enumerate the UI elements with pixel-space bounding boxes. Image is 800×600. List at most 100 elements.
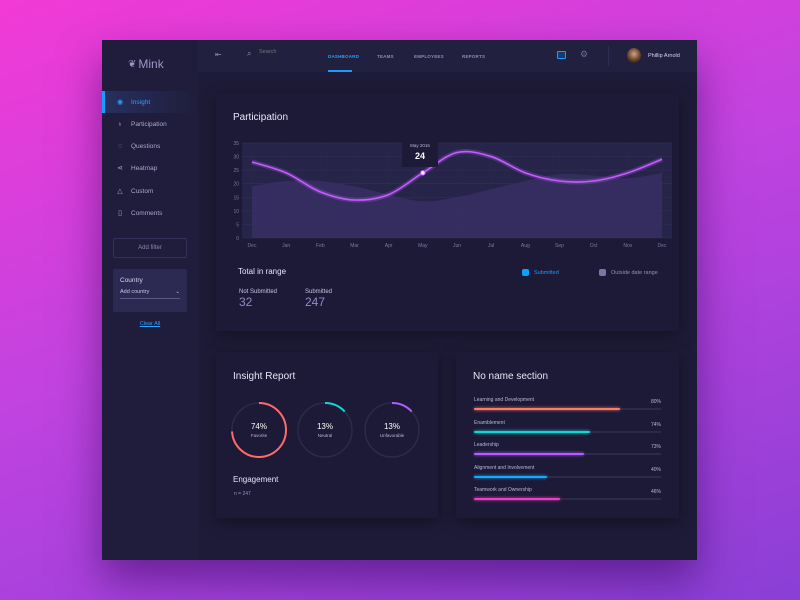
stat-label: Submitted [305, 289, 333, 295]
sidebar-item-heatmap[interactable]: ⋖ Heatmap [102, 157, 198, 179]
label: Custom [131, 187, 154, 195]
y-tick-label: 20 [233, 182, 239, 188]
chevron-down-icon: ⌄ [175, 289, 180, 295]
stat-submitted: Submitted 247 [305, 289, 332, 309]
x-tick-label: Jun [453, 243, 461, 249]
paperclip-icon: ▯ [118, 210, 122, 217]
label: Insight [131, 98, 151, 106]
card-title: Insight Report [233, 371, 296, 382]
bar-label: Learning and Development [474, 397, 535, 403]
avatar[interactable] [627, 48, 641, 63]
legend-label: Outside date range [611, 269, 658, 276]
donut-value: 74% [250, 422, 267, 431]
donut-favorite: 74% Favorite [231, 422, 287, 438]
bar-label: Teamwork and Ownership [474, 487, 532, 493]
chart-tooltip: May 2016 24 [402, 140, 438, 167]
y-tick-label: 5 [236, 222, 239, 228]
divider [608, 46, 609, 66]
x-tick-label: Dec [658, 243, 667, 249]
x-tick-label: Mar [350, 243, 359, 249]
bar-label: Enamblement [474, 419, 505, 426]
tab-teams[interactable]: TEAMS [377, 54, 394, 59]
stat-not-submitted: Not Submitted 32 [239, 289, 277, 309]
sidebar: ❦ Mink ◉ Insight ♁ Participation ◌ Questions… [102, 40, 198, 560]
no-name-section-card: No name section Learning and Development… [456, 352, 679, 518]
total-in-range-title: Total in range [238, 267, 287, 276]
active-tab-indicator [328, 70, 352, 72]
tab-reports[interactable]: REPORTS [462, 54, 486, 59]
donut-label: Neutral [317, 433, 333, 438]
tab-employees[interactable]: EMPLOYEES [414, 54, 444, 59]
bar-fill [474, 475, 547, 478]
sidebar-item-participation[interactable]: ♁ Participation [102, 113, 198, 135]
bar-percent: 46% [650, 489, 661, 495]
stat-label: Not Submitted [239, 289, 278, 295]
x-tick-label: Oct [590, 243, 598, 249]
gear-icon[interactable]: ⚙ [580, 49, 589, 59]
x-tick-label: Feb [316, 243, 325, 249]
label: Heatmap [131, 164, 158, 172]
clear-all-link[interactable]: Clear All [139, 321, 161, 327]
bar-fill [474, 430, 590, 433]
stat-value: 247 [305, 295, 326, 309]
participation-card: Participation 0 5 10 15 20 25 30 35 Dec Jan Feb Mar… [216, 93, 679, 331]
app-name: Mink [138, 57, 164, 71]
share-icon: ⋖ [117, 165, 123, 172]
donut-value: 13% [316, 422, 333, 431]
donut-label: Unfavorable [379, 433, 405, 438]
bar-label: Alignment and Involvement [474, 464, 535, 471]
donut-neutral: 13% Neutral [297, 422, 353, 438]
user-name[interactable]: Phillip Arnold [648, 53, 680, 59]
sidebar-item-insight[interactable]: ◉ Insight [102, 91, 198, 113]
country-placeholder: Add country [120, 289, 150, 295]
donut-arc [297, 402, 353, 458]
donut-label: Favorite [250, 433, 268, 438]
bar-percent: 80% [650, 399, 661, 405]
top-bar: ⇤ ⌕ DASHBOARD TEAMS EMPLOYEES REPORTS ⚙ … [198, 40, 697, 72]
search-icon: ⌕ [247, 49, 252, 58]
legend-outside-range[interactable]: Outside date range [599, 269, 658, 276]
label: Participation [131, 120, 167, 128]
legend-swatch [599, 269, 606, 276]
legend-submitted[interactable]: Submitted [522, 269, 559, 276]
participation-chart: 0 5 10 15 20 25 30 35 Dec Jan Feb Mar Apr May Jun Jul Au… [233, 141, 672, 249]
x-tick-label: Nov [623, 243, 632, 249]
sidebar-item-custom[interactable]: △ Custom [102, 180, 198, 202]
x-tick-label: May [418, 243, 428, 249]
tooltip-label: May 2016 [410, 143, 430, 148]
bar-track [474, 430, 661, 433]
tab-dashboard[interactable]: DASHBOARD [328, 54, 360, 59]
bar-fill [474, 408, 620, 410]
bar-percent: 74% [650, 421, 661, 428]
donut-unfavorable: 13% Unfavorable [364, 422, 420, 438]
y-tick-label: 10 [233, 209, 239, 215]
donut-charts [231, 402, 420, 458]
donut-value: 13% [383, 422, 400, 431]
bar-percent: 73% [650, 444, 661, 450]
recycle-icon: △ [117, 188, 123, 195]
collapse-menu-icon[interactable]: ⇤ [215, 50, 222, 59]
legend-label: Submitted [534, 269, 559, 276]
search-input[interactable] [259, 49, 309, 55]
bar-track [474, 475, 661, 478]
label: Comments [131, 209, 163, 217]
add-filter-button[interactable]: Add filter [113, 238, 187, 258]
logo[interactable]: ❦ Mink [128, 57, 164, 71]
lightbulb-icon: ♁ [117, 120, 123, 128]
y-tick-label: 35 [233, 141, 239, 147]
mail-icon[interactable] [557, 51, 566, 59]
series-line-submitted [251, 150, 663, 201]
country-select[interactable]: Add country ⌄ [120, 289, 180, 299]
x-tick-label: Apr [385, 243, 393, 249]
y-tick-label: 15 [233, 195, 239, 201]
data-point[interactable] [420, 170, 426, 176]
bar-track [474, 453, 661, 455]
engagement-count: n = 247 [234, 491, 251, 497]
x-tick-label: Jan [282, 243, 290, 249]
donut-arc [364, 402, 420, 458]
sidebar-item-questions[interactable]: ◌ Questions [102, 135, 198, 157]
series-area-outside-range [252, 172, 662, 238]
donut-arc [231, 402, 287, 458]
sidebar-item-comments[interactable]: ▯ Comments [102, 202, 198, 224]
bar-track [474, 408, 661, 410]
